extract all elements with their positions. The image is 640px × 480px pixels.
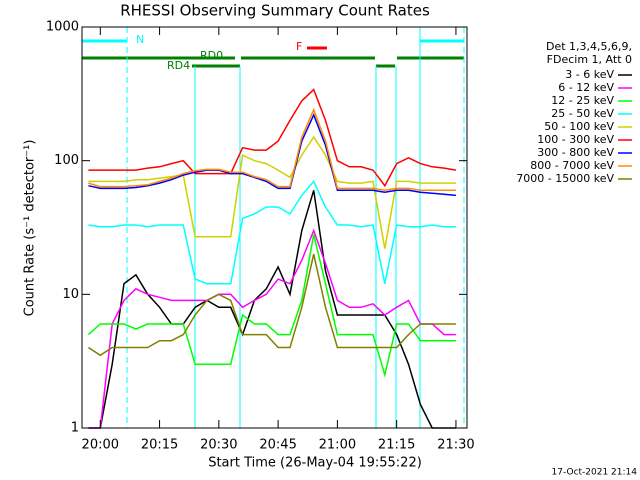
y-tick-label: 1000 — [46, 20, 79, 35]
series-line — [87, 234, 456, 378]
x-tick-label: 20:00 — [82, 438, 119, 453]
legend-label: 7000 - 15000 keV — [516, 172, 614, 185]
flags: N F RD0 RD4 — [82, 27, 465, 428]
legend-label: 25 - 50 keV — [551, 107, 614, 120]
series-line — [88, 88, 457, 188]
legend-label: 50 - 100 keV — [544, 120, 614, 133]
legend-label: 6 - 12 keV — [558, 81, 614, 94]
plot — [87, 88, 457, 429]
legend-label: 300 - 800 keV — [537, 146, 614, 159]
footer-date: 17-Oct-2021 21:14 — [552, 468, 638, 478]
legend-header: Det 1,3,4,5,6,9, — [546, 40, 632, 53]
x-tick-label: 21:30 — [437, 438, 474, 453]
flare-label: F — [296, 40, 302, 53]
series-line — [88, 228, 456, 429]
legend-header: FDecim 1, Att 0 — [547, 53, 632, 66]
x-tick-label: 20:15 — [141, 438, 178, 453]
series-line — [88, 112, 456, 197]
series-line — [88, 135, 456, 249]
legend-label: 12 - 25 keV — [551, 94, 614, 107]
legend-label: 3 - 6 keV — [565, 68, 614, 81]
y-axis-label: Count Rate (s⁻¹ detector⁻¹) — [23, 140, 38, 317]
x-tick-label: 20:30 — [200, 438, 237, 453]
series-line — [88, 107, 456, 192]
x-tick-label: 21:15 — [378, 438, 415, 453]
series-line — [88, 180, 456, 285]
chart-title: RHESSI Observing Summary Count Rates — [120, 2, 430, 20]
night-label: N — [136, 33, 144, 46]
y-tick-label: 10 — [62, 287, 79, 302]
legend-label: 800 - 7000 keV — [530, 159, 614, 172]
legend-label: 100 - 300 keV — [537, 133, 614, 146]
series-line — [87, 253, 456, 357]
x-axis-label: Start Time (26-May-04 19:55:22) — [208, 456, 422, 471]
rd4-label: RD4 — [167, 59, 190, 72]
x-tick-label: 20:45 — [259, 438, 296, 453]
x-tick-label: 21:00 — [319, 438, 356, 453]
y-tick-label: 100 — [54, 153, 79, 168]
plot-frame — [81, 26, 468, 429]
y-tick-label: 1 — [71, 421, 79, 436]
rd0-label: RD0 — [200, 49, 223, 62]
